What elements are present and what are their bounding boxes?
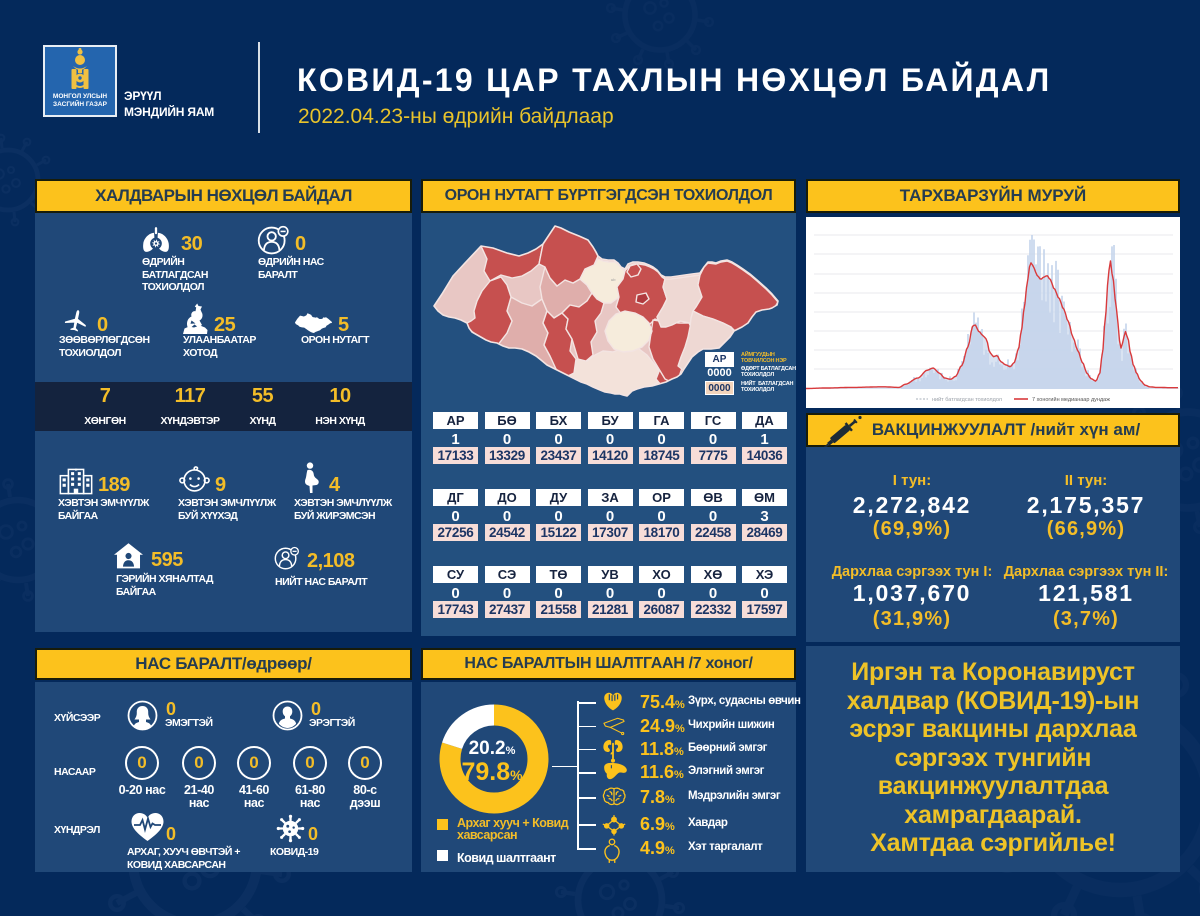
svg-text:ub: ub (611, 277, 616, 282)
svg-text:нийт батлагдсан тохиолдол: нийт батлагдсан тохиолдол (932, 396, 1002, 403)
svg-text:7 хоногийн медианаар дундаж: 7 хоногийн медианаар дундаж (1032, 396, 1110, 403)
svg-text:H: H (75, 468, 78, 472)
